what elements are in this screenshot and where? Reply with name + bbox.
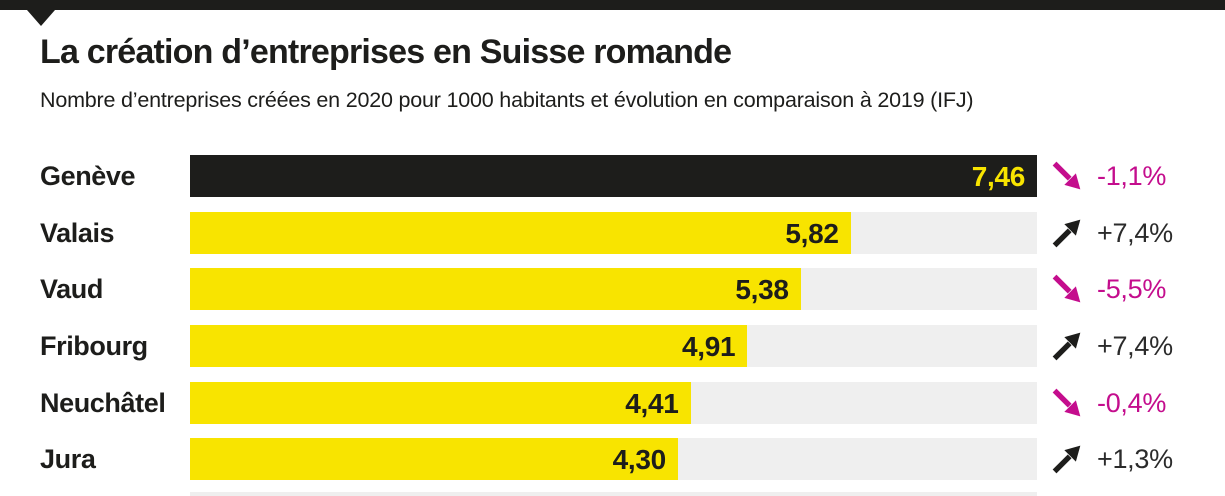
trend-percentage: +7,4% <box>1097 331 1173 361</box>
bar-value: 4,91 <box>682 331 736 362</box>
trend-down-icon <box>1052 388 1081 417</box>
pointer-triangle-icon <box>27 10 55 26</box>
bar-area: 4,30 <box>190 438 1037 480</box>
bar-value: 4,41 <box>625 388 679 419</box>
page-title: La création d’entreprises en Suisse roma… <box>40 33 732 71</box>
trend-up-icon <box>1052 445 1081 474</box>
bar-area: 4,41 <box>190 382 1037 424</box>
trend-up-icon <box>1052 219 1081 248</box>
bar-value: 5,82 <box>785 218 839 249</box>
trend-down-icon <box>1052 161 1081 190</box>
chart-row-valais: Valais 5,82 +7,4% <box>40 212 1185 254</box>
trend-percentage: -0,4% <box>1097 388 1167 418</box>
bar-value: 5,38 <box>735 274 789 305</box>
trend-up-icon <box>1052 332 1081 361</box>
chart-row-jura: Jura 4,30 +1,3% <box>40 438 1185 480</box>
bar: 5,82 <box>190 212 851 254</box>
bar-area: 5,82 <box>190 212 1037 254</box>
bar: 4,41 <box>190 382 691 424</box>
row-label: Genève <box>40 161 136 191</box>
row-label: Jura <box>40 444 96 474</box>
top-border <box>0 0 1225 10</box>
bar: 7,46 <box>190 155 1037 197</box>
row-label: Vaud <box>40 274 103 304</box>
bar: 4,91 <box>190 325 748 367</box>
chart-row-neuchatel: Neuchâtel 4,41 -0,4% <box>40 382 1185 424</box>
chart-row-vaud: Vaud 5,38 -5,5% <box>40 268 1185 310</box>
bar: 5,38 <box>190 268 801 310</box>
trend-down-icon <box>1052 274 1081 303</box>
row-label: Fribourg <box>40 331 148 361</box>
cropped-next-row-track <box>190 492 1037 496</box>
bar-area: 7,46 <box>190 155 1037 197</box>
trend-percentage: -5,5% <box>1097 274 1167 304</box>
page-subtitle: Nombre d’entreprises créées en 2020 pour… <box>40 88 974 112</box>
trend-percentage: +7,4% <box>1097 218 1173 248</box>
chart-row-geneve: Genève 7,46 -1,1% <box>40 155 1185 197</box>
bar-value: 7,46 <box>971 161 1026 192</box>
bar-area: 5,38 <box>190 268 1037 310</box>
bar-area: 4,91 <box>190 325 1037 367</box>
trend-percentage: -1,1% <box>1097 161 1167 191</box>
chart-row-fribourg: Fribourg 4,91 +7,4% <box>40 325 1185 367</box>
bar-value: 4,30 <box>612 444 667 475</box>
row-label: Valais <box>40 218 115 248</box>
bar: 4,30 <box>190 438 678 480</box>
row-label: Neuchâtel <box>40 388 166 418</box>
trend-percentage: +1,3% <box>1097 444 1173 474</box>
